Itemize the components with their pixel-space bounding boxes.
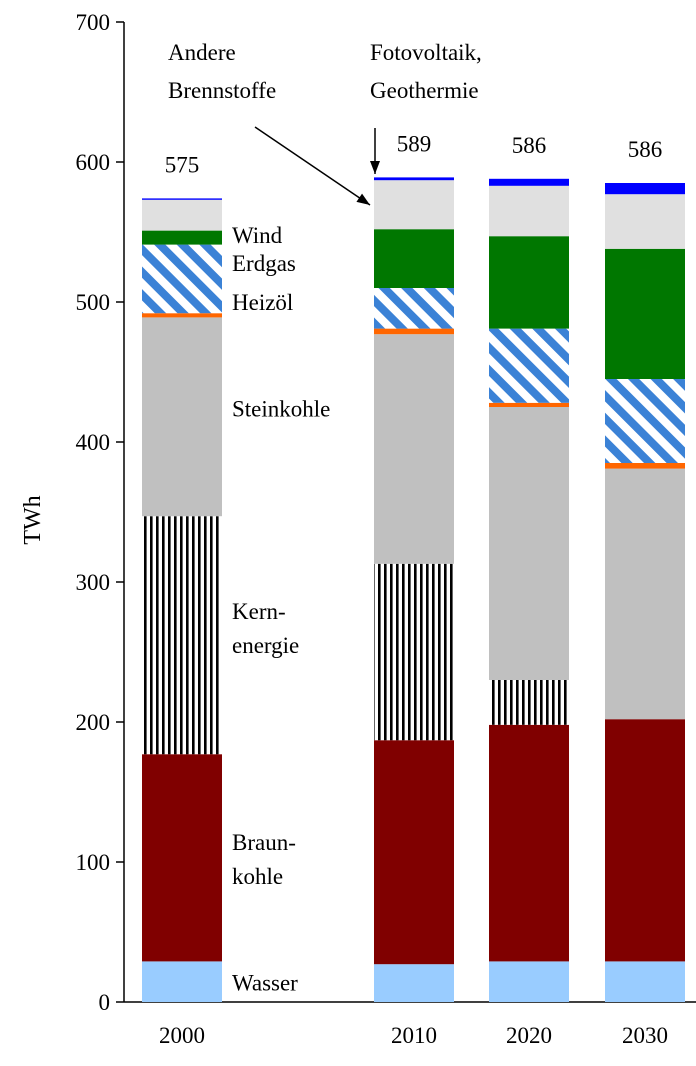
bar-segment-erdgas [489,328,569,403]
bar-segment-erdgas [142,244,222,314]
bar-segment-andere_brennstoffe [374,180,454,230]
x-tick-label: 2020 [506,1023,552,1048]
bars [142,177,685,1002]
annotation-text: Geothermie [370,78,479,103]
bar-segment-wind [605,248,685,379]
bar-segment-andere_brennstoffe [142,199,222,231]
annotation-arrow [254,126,371,206]
bar-segment-erdgas [605,379,685,463]
segment-label: Erdgas [232,251,296,276]
y-tick-label: 100 [76,850,111,875]
segment-label: Steinkohle [232,396,330,421]
bar-segment-wasser [374,964,454,1002]
x-tick-label: 2000 [159,1023,205,1048]
bar-segment-fotovoltaik_geothermie [142,198,222,200]
y-tick-label: 0 [99,990,111,1015]
bar-segment-braunkohle [489,724,569,962]
bar-segment-braunkohle [605,719,685,962]
bar-segment-heizoel [489,402,569,407]
bar-segment-erdgas [374,288,454,329]
bar-segment-andere_brennstoffe [489,185,569,237]
bar-segment-wind [374,229,454,288]
annotation-text: Fotovoltaik, [370,40,482,65]
bar-segment-steinkohle [374,334,454,564]
bar-segment-wasser [605,961,685,1002]
bar-segment-wasser [489,961,569,1002]
segment-label: Heizöl [232,290,293,315]
bar-segment-kernenergie [489,680,569,725]
segment-label: Wind [232,223,283,248]
y-tick-label: 500 [76,290,111,315]
x-tick-label: 2010 [391,1023,437,1048]
bar-segment-heizoel [142,313,222,318]
segment-label: Kern- [232,599,286,624]
labels: 2000 2010 2020 2030 575 589 586 586 Wind Erdgas He… [159,40,668,1048]
segment-label: energie [232,633,299,658]
bar-total-label: 589 [397,131,432,156]
bar-segment-andere_brennstoffe [605,194,685,249]
bar-segment-wasser [142,961,222,1002]
y-tick-label: 600 [76,150,111,175]
annotation-text: Brennstoffe [168,78,276,103]
y-tick-label: 200 [76,710,111,735]
bar-total-label: 586 [628,137,663,162]
bar-total-label: 586 [512,133,547,158]
bar-segment-heizoel [374,328,454,335]
bar-segment-fotovoltaik_geothermie [489,178,569,186]
bar-segment-braunkohle [142,754,222,962]
bar-segment-kernenergie [142,516,222,755]
x-tick-label: 2030 [622,1023,668,1048]
segment-label: Wasser [232,970,298,995]
bar-segment-steinkohle [605,468,685,720]
y-axis-label: TWh [20,495,46,544]
bar-segment-wind [142,230,222,245]
bar-segment-braunkohle [374,740,454,965]
bar-segment-fotovoltaik_geothermie [374,177,454,181]
y-tick-label: 700 [76,10,111,35]
bar-segment-steinkohle [489,407,569,680]
bar-segment-steinkohle [142,317,222,517]
annotation-arrow [370,128,380,174]
y-tick-label: 400 [76,430,111,455]
annotation-text: Andere [168,40,236,65]
segment-label: kohle [232,864,283,889]
bar-segment-heizoel [605,463,685,469]
axes: 0 100 200 300 400 500 600 700 [76,10,696,1015]
segment-label: Braun- [232,830,296,855]
bar-segment-kernenergie [374,563,454,741]
bar-segment-fotovoltaik_geothermie [605,183,685,195]
y-tick-label: 300 [76,570,111,595]
bar-segment-wind [489,236,569,329]
bar-total-label: 575 [165,152,200,177]
